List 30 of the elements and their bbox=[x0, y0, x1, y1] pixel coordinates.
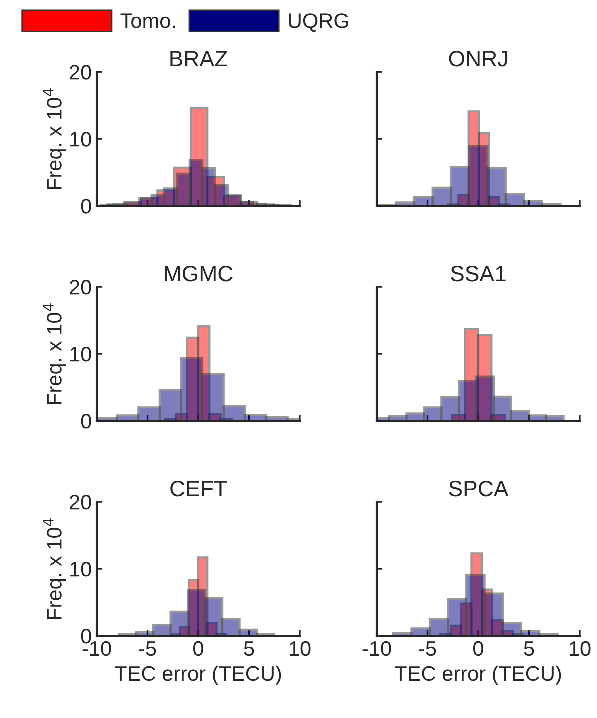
chart-title: BRAZ bbox=[170, 51, 228, 67]
x-tick-label: 5 bbox=[524, 642, 534, 656]
legend-label: UQRG bbox=[289, 14, 348, 32]
x-tick-label: 0 bbox=[194, 641, 204, 656]
x-tick-label: -5 bbox=[139, 642, 156, 656]
x-axis-title: TEC error (TECU) bbox=[395, 666, 562, 686]
chart-title: SSA1 bbox=[451, 266, 506, 282]
x-tick-label: -10 bbox=[362, 641, 392, 656]
x-tick-label: -5 bbox=[419, 642, 436, 656]
y-tick-label: 10 bbox=[70, 132, 92, 147]
y-tick-label: 0 bbox=[81, 199, 92, 214]
chart-title: ONRJ bbox=[449, 51, 508, 67]
chart-title: SPCA bbox=[449, 480, 509, 497]
y-axis-title: Freq. x 10$^{4}$ bbox=[43, 518, 66, 620]
y-axis-title: Freq. x 10$^{4}$ bbox=[43, 304, 66, 404]
y-tick-label: 10 bbox=[70, 562, 92, 577]
chart-title: CEFT bbox=[170, 480, 228, 497]
y-tick-label: 0 bbox=[81, 414, 92, 429]
y-tick-label: 20 bbox=[70, 495, 92, 510]
x-axis-title: TEC error (TECU) bbox=[115, 666, 282, 686]
y-tick-label: 20 bbox=[70, 65, 92, 80]
x-tick-label: 10 bbox=[570, 641, 591, 656]
legend-label: Tomo. bbox=[120, 14, 176, 28]
y-axis-title: Freq. x 10$^{4}$ bbox=[43, 88, 66, 190]
y-tick-label: 10 bbox=[70, 347, 92, 362]
x-tick-label: 10 bbox=[290, 641, 311, 656]
x-tick-label: 0 bbox=[474, 641, 484, 656]
y-tick-label: 20 bbox=[70, 280, 92, 295]
chart-title: MGMC bbox=[165, 266, 233, 282]
x-tick-label: 5 bbox=[244, 642, 254, 656]
